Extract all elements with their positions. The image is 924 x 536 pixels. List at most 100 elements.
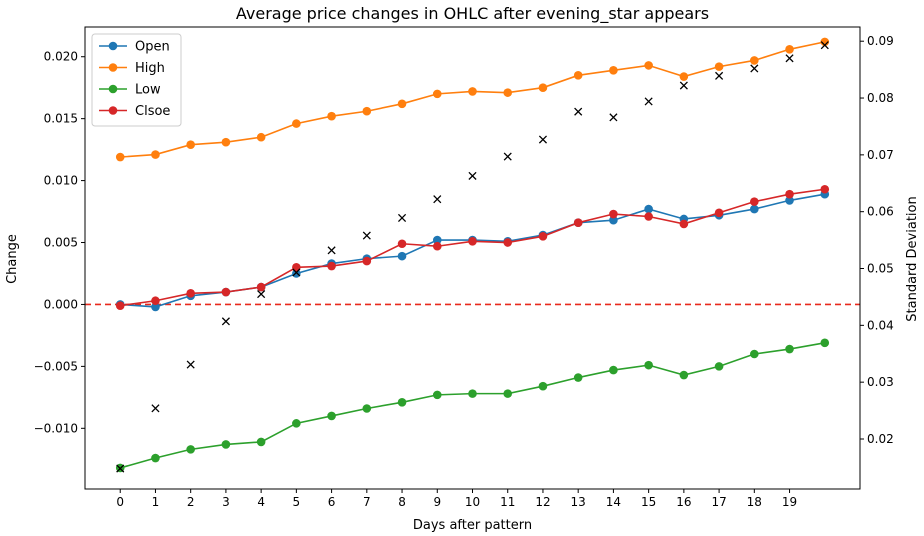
series-point-high (679, 72, 689, 81)
x-tick-label: 12 (535, 495, 550, 509)
y-right-tick-label: 0.04 (867, 318, 894, 332)
x-tick-label: 14 (606, 495, 621, 509)
series-point-low (327, 411, 336, 421)
series-point-high (292, 119, 301, 128)
y-right-tick-label: 0.07 (867, 148, 894, 162)
std-dev-point (503, 152, 512, 161)
series-point-open (644, 204, 653, 214)
series-point-low (221, 440, 231, 449)
x-tick-label: 11 (500, 495, 515, 509)
x-tick-label: 4 (257, 495, 265, 509)
std-dev-point (468, 171, 477, 180)
std-dev-point (538, 135, 548, 144)
plot-area: 0 1 2 3 4 5 6 7 8 9 10 11 12 13 14 15 16 17 18 19−0.010−0.0… (34, 26, 894, 509)
x-tick-label: 6 (328, 495, 336, 509)
series-point-open (292, 269, 301, 278)
series-point-high (609, 66, 618, 75)
std-dev-point (679, 81, 688, 90)
series-point-open (750, 204, 759, 214)
series-point-low (785, 344, 794, 354)
std-dev-point (362, 231, 371, 240)
std-dev-point (327, 246, 336, 255)
series-point-high (256, 132, 266, 142)
y-right-tick-label: 0.09 (867, 34, 894, 48)
std-dev-point (151, 404, 160, 413)
series-point-high (115, 152, 125, 162)
legend-label-low: Low (135, 83, 161, 98)
legend-marker-low (108, 84, 118, 94)
x-tick-label: 10 (465, 495, 480, 509)
series-point-low (151, 453, 160, 463)
x-tick-label: 7 (363, 495, 371, 509)
series-point-high (820, 37, 830, 47)
series-point-high (221, 137, 231, 147)
series-line-low (120, 342, 825, 469)
series-point-high (151, 150, 160, 159)
std-dev-point (257, 290, 266, 299)
x-tick-label: 9 (433, 495, 441, 509)
std-dev-point (820, 41, 829, 50)
series-point-high (468, 87, 477, 96)
legend-marker-clsoe (108, 106, 118, 115)
series-point-clsoe (644, 212, 653, 221)
series-point-open (432, 235, 442, 245)
y-left-tick-label: −0.005 (34, 359, 78, 373)
series-point-high (186, 140, 195, 149)
series-point-open (609, 215, 618, 225)
series-point-clsoe (538, 232, 548, 241)
y-right-tick-label: 0.03 (867, 375, 894, 389)
std-dev-point (609, 113, 618, 122)
series-point-clsoe (503, 238, 513, 247)
x-tick-label: 3 (222, 495, 230, 509)
x-tick-label: 19 (782, 495, 797, 509)
series-point-low (432, 390, 442, 400)
series-point-low (714, 362, 724, 371)
series-point-clsoe (362, 256, 372, 266)
series-point-clsoe (256, 282, 266, 292)
y-right-tick-label: 0.05 (867, 262, 894, 276)
x-tick-label: 13 (571, 495, 586, 509)
y-right-tick-label: 0.08 (867, 91, 894, 105)
series-point-high (397, 99, 407, 109)
plot-frame (84, 26, 861, 490)
series-point-low (468, 389, 477, 398)
series-point-high (432, 89, 442, 99)
series-point-clsoe (820, 184, 830, 194)
y-right-tick-label: 0.02 (867, 432, 894, 446)
series-point-clsoe (785, 189, 794, 199)
series-point-low (362, 404, 372, 413)
legend-label-clsoe: Clsoe (135, 104, 170, 119)
x-tick-label: 18 (747, 495, 762, 509)
std-dev-point (221, 317, 230, 326)
series-point-clsoe (115, 301, 125, 310)
series-point-open (785, 196, 794, 205)
x-tick-label: 2 (187, 495, 195, 509)
y-left-tick-label: 0.015 (44, 112, 78, 126)
std-dev-point (433, 195, 442, 204)
chart-title: Average price changes in OHLC after even… (236, 4, 709, 24)
series-point-clsoe (432, 241, 442, 251)
std-dev-point (785, 54, 794, 63)
std-dev-point (644, 97, 653, 106)
x-axis-label: Days after pattern (413, 518, 532, 533)
series-point-clsoe (573, 218, 583, 227)
series-point-low (609, 365, 618, 375)
series-point-clsoe (397, 239, 407, 249)
std-dev-point (292, 268, 301, 277)
legend-box (91, 33, 182, 127)
legend-marker-open (108, 41, 118, 51)
series-point-high (714, 62, 724, 71)
std-dev-point (574, 107, 583, 116)
y-left-tick-label: 0.000 (44, 297, 78, 311)
series-point-low (679, 370, 689, 380)
series-point-clsoe (151, 296, 160, 306)
series-point-clsoe (750, 197, 759, 206)
series-point-low (644, 360, 653, 370)
std-dev-point (715, 71, 724, 80)
x-tick-label: 0 (116, 495, 124, 509)
x-tick-label: 5 (293, 495, 301, 509)
series-point-low (186, 445, 195, 454)
series-point-low (820, 338, 830, 348)
series-point-clsoe (609, 209, 618, 219)
